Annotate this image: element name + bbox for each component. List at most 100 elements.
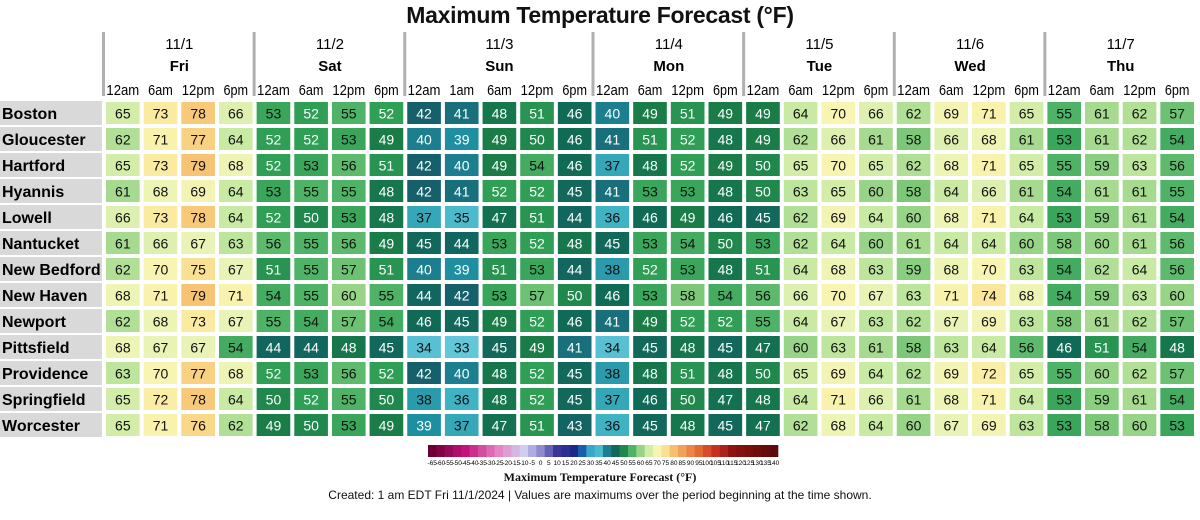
cell-value: 50	[529, 132, 545, 148]
time-label: 6am	[1090, 82, 1115, 99]
colorbar-tick-label: 135	[760, 460, 771, 467]
cell-value: 65	[115, 392, 131, 408]
colorbar-swatch	[594, 445, 604, 457]
cell-value: 66	[830, 132, 846, 148]
cell-value: 66	[115, 210, 131, 226]
cell-value: 62	[793, 210, 809, 226]
cell-value: 46	[718, 210, 734, 226]
cell-value: 53	[492, 288, 508, 304]
cell-value: 61	[1132, 184, 1148, 200]
cell-value: 62	[115, 314, 131, 330]
heatmap-cell	[331, 206, 366, 228]
colorbar-swatch	[636, 445, 645, 457]
heatmap-cell	[1009, 102, 1044, 124]
heatmap-cell	[1122, 154, 1157, 176]
day-divider	[404, 100, 407, 438]
cell-value: 62	[793, 236, 809, 252]
heatmap-cell	[256, 336, 291, 358]
heatmap-cell	[633, 284, 667, 306]
heatmap-cell	[1009, 284, 1044, 306]
heatmap-cell	[444, 128, 479, 150]
cell-value: 67	[153, 340, 169, 356]
heatmap-cell	[369, 258, 404, 280]
heatmap-cell	[821, 310, 856, 332]
cell-value: 47	[492, 418, 508, 434]
cell-value: 49	[718, 158, 734, 174]
cell-value: 52	[266, 210, 282, 226]
cell-value: 50	[303, 210, 319, 226]
cell-value: 52	[529, 366, 545, 382]
heatmap-cell	[746, 102, 780, 124]
heatmap-cell	[783, 310, 818, 332]
cell-value: 48	[718, 262, 734, 278]
time-label: 12am	[897, 82, 930, 99]
heatmap-cell	[444, 284, 479, 306]
cell-value: 71	[981, 392, 997, 408]
heatmap-cell	[256, 284, 291, 306]
cell-value: 55	[1056, 106, 1072, 122]
heatmap-cell	[821, 128, 856, 150]
cell-value: 68	[153, 314, 169, 330]
cell-value: 60	[868, 236, 884, 252]
heatmap-cell	[557, 336, 592, 358]
heatmap-cell	[633, 154, 667, 176]
cell-value: 66	[868, 106, 884, 122]
heatmap-cell	[1047, 310, 1082, 332]
heatmap-cell	[746, 128, 780, 150]
cell-value: 60	[1169, 288, 1185, 304]
heatmap-cell	[1122, 362, 1157, 384]
cell-value: 45	[605, 236, 621, 252]
heatmap-cell	[708, 154, 743, 176]
heatmap-cell	[972, 336, 1006, 358]
colorbar-tick-label: 110	[719, 460, 730, 467]
cell-value: 45	[379, 340, 395, 356]
cell-value: 69	[981, 314, 997, 330]
heatmap-cell	[783, 284, 818, 306]
colorbar-swatch	[603, 445, 612, 457]
cell-value: 62	[1094, 262, 1110, 278]
heatmap-cell	[407, 388, 441, 410]
heatmap-cell	[1160, 284, 1194, 306]
heatmap-cell	[896, 206, 931, 228]
heatmap-cell	[143, 232, 178, 254]
time-label: 12am	[106, 82, 139, 99]
heatmap-cell	[896, 154, 931, 176]
heatmap-cell	[331, 336, 366, 358]
heatmap-cell	[294, 232, 328, 254]
cell-value: 55	[341, 106, 357, 122]
cell-value: 62	[1132, 314, 1148, 330]
cell-value: 52	[379, 366, 395, 382]
heatmap-cell	[595, 336, 630, 358]
heatmap-cell	[181, 362, 215, 384]
cell-value: 47	[718, 392, 734, 408]
time-label: 12pm	[521, 82, 554, 99]
cell-value: 46	[416, 314, 432, 330]
heatmap-cell	[746, 232, 780, 254]
day-date-label: 11/1	[165, 36, 193, 53]
cell-value: 71	[830, 392, 846, 408]
cell-value: 54	[1056, 288, 1072, 304]
heatmap-cell	[482, 206, 517, 228]
heatmap-cell	[783, 362, 818, 384]
heatmap-cell	[369, 180, 404, 202]
heatmap-cell	[407, 414, 441, 436]
colorbar-swatch	[453, 445, 462, 457]
cell-value: 66	[153, 236, 169, 252]
cell-value: 50	[755, 184, 771, 200]
heatmap-cell	[369, 128, 404, 150]
cell-value: 53	[1056, 392, 1072, 408]
cell-value: 41	[567, 340, 583, 356]
cell-value: 55	[303, 236, 319, 252]
cell-value: 50	[718, 236, 734, 252]
cell-value: 51	[680, 366, 696, 382]
heatmap-cell	[1122, 414, 1157, 436]
heatmap-cell	[143, 154, 178, 176]
heatmap-cell	[1122, 310, 1157, 332]
heatmap-cell	[369, 284, 404, 306]
cell-value: 67	[190, 236, 206, 252]
colorbar-swatch	[536, 445, 545, 457]
heatmap-cell	[783, 232, 818, 254]
heatmap-cell	[1160, 180, 1194, 202]
cell-value: 37	[605, 158, 621, 174]
time-label: 12pm	[972, 82, 1005, 99]
